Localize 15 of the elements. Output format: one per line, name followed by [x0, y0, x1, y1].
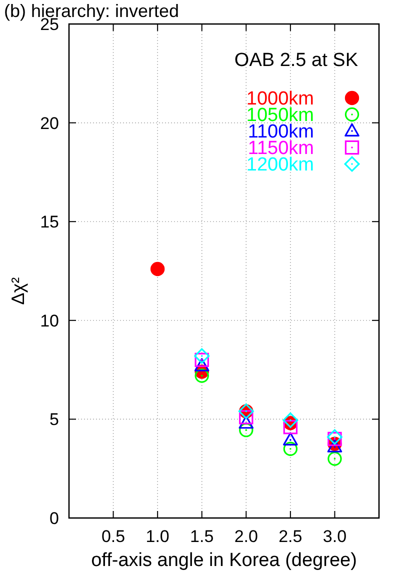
y-axis-title: Δχ² — [8, 277, 28, 305]
y-tick-label: 0 — [50, 509, 59, 528]
x-tick-label: 2.0 — [234, 527, 258, 546]
x-tick-label: 1.5 — [190, 527, 214, 546]
y-tick-label: 15 — [40, 212, 59, 232]
legend-title: OAB 2.5 at SK — [234, 50, 358, 71]
y-tick-label: 20 — [40, 114, 59, 133]
x-tick-label: 1.0 — [146, 527, 170, 546]
x-tick-label: 2.5 — [278, 527, 302, 546]
x-tick-label: 0.5 — [101, 527, 126, 546]
y-tick-label: 10 — [40, 311, 59, 330]
y-tick-label: 5 — [50, 410, 59, 430]
x-tick-label: 3.0 — [322, 527, 347, 546]
x-axis-title: off-axis angle in Korea (degree) — [91, 550, 357, 571]
legend-label: 1200km — [246, 154, 314, 176]
